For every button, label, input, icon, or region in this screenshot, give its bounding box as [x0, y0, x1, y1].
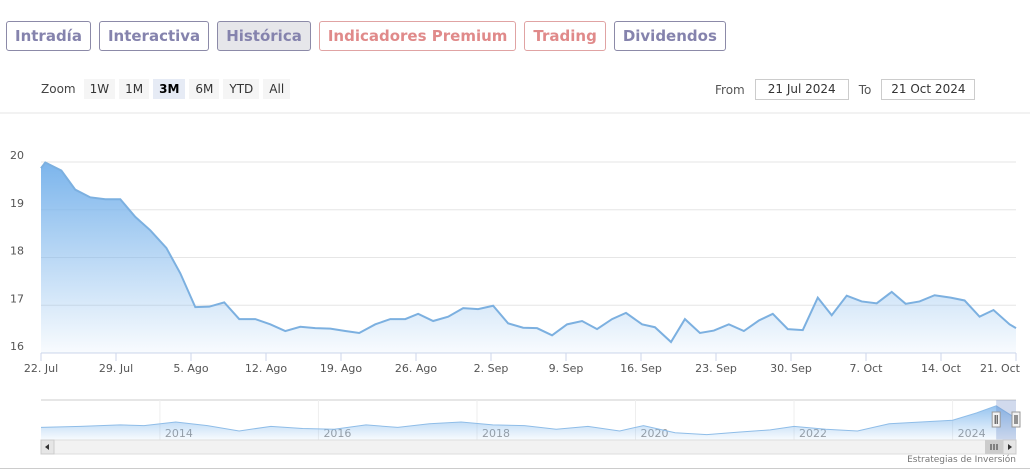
x-tick-label: 19. Ago [320, 362, 362, 375]
navigator-area [41, 405, 1016, 440]
arrow-right-icon [1008, 444, 1012, 450]
tab-histórica[interactable]: Histórica [217, 21, 311, 51]
zoom-label: Zoom [41, 82, 76, 96]
navigator-selection [996, 400, 1016, 440]
tab-interactiva[interactable]: Interactiva [98, 21, 210, 51]
from-label: From [715, 82, 745, 97]
tab-indicadores-premium[interactable]: Indicadores Premium [318, 21, 517, 51]
navigator-handle[interactable] [991, 411, 1001, 428]
x-tick-label: 16. Sep [620, 362, 662, 375]
y-tick-label: 18 [10, 245, 24, 258]
scrollbar-track[interactable] [40, 439, 1017, 455]
zoom-all-button[interactable]: All [263, 79, 291, 99]
x-tick-label: 23. Sep [695, 362, 737, 375]
price-line [40, 161, 1017, 344]
view-tabs: Intradía Interactiva Histórica Indicadores … [6, 21, 726, 51]
to-label: To [858, 82, 872, 97]
y-tick-label: 20 [10, 149, 24, 162]
y-tick-label: 19 [10, 197, 24, 210]
x-tick-label: 26. Ago [395, 362, 437, 375]
x-tick-label: 22. Jul [24, 362, 58, 375]
tab-dividendos[interactable]: Dividendos [613, 21, 726, 51]
to-date-input[interactable]: 21 Oct 2024 [881, 79, 976, 100]
x-tick-label: 2. Sep [474, 362, 509, 375]
tab-intradía[interactable]: Intradía [6, 21, 91, 51]
zoom-3m-button[interactable]: 3M [153, 79, 186, 99]
zoom-6m-button[interactable]: 6M [189, 79, 220, 99]
tab-trading[interactable]: Trading [524, 21, 606, 51]
zoom-1m-button[interactable]: 1M [119, 79, 150, 99]
chart-credit[interactable]: Estrategias de Inversión [907, 455, 1016, 465]
from-date-input[interactable]: 21 Jul 2024 [754, 79, 849, 100]
price-area [41, 162, 1016, 353]
y-tick-label: 16 [10, 340, 24, 353]
arrow-left-icon [45, 444, 49, 450]
zoom-selector: Zoom 1W 1M 3M 6M YTD All [41, 79, 291, 99]
y-tick-label: 17 [10, 292, 24, 305]
divider [0, 468, 1030, 469]
x-tick-label: 29. Jul [99, 362, 133, 375]
x-tick-label: 7. Oct [849, 362, 883, 375]
x-tick-label: 30. Sep [770, 362, 812, 375]
zoom-1w-button[interactable]: 1W [83, 79, 116, 99]
x-tick-label: 14. Oct [921, 362, 962, 375]
date-range: From 21 Jul 2024 To 21 Oct 2024 [715, 79, 985, 100]
x-tick-label: 21. Oct [980, 362, 1021, 375]
x-tick-label: 9. Sep [549, 362, 584, 375]
x-tick-label: 5. Ago [173, 362, 208, 375]
navigator-line [40, 405, 1017, 436]
zoom-ytd-button[interactable]: YTD [223, 79, 260, 99]
navigator-handle[interactable] [1011, 411, 1021, 428]
x-tick-label: 12. Ago [245, 362, 287, 375]
